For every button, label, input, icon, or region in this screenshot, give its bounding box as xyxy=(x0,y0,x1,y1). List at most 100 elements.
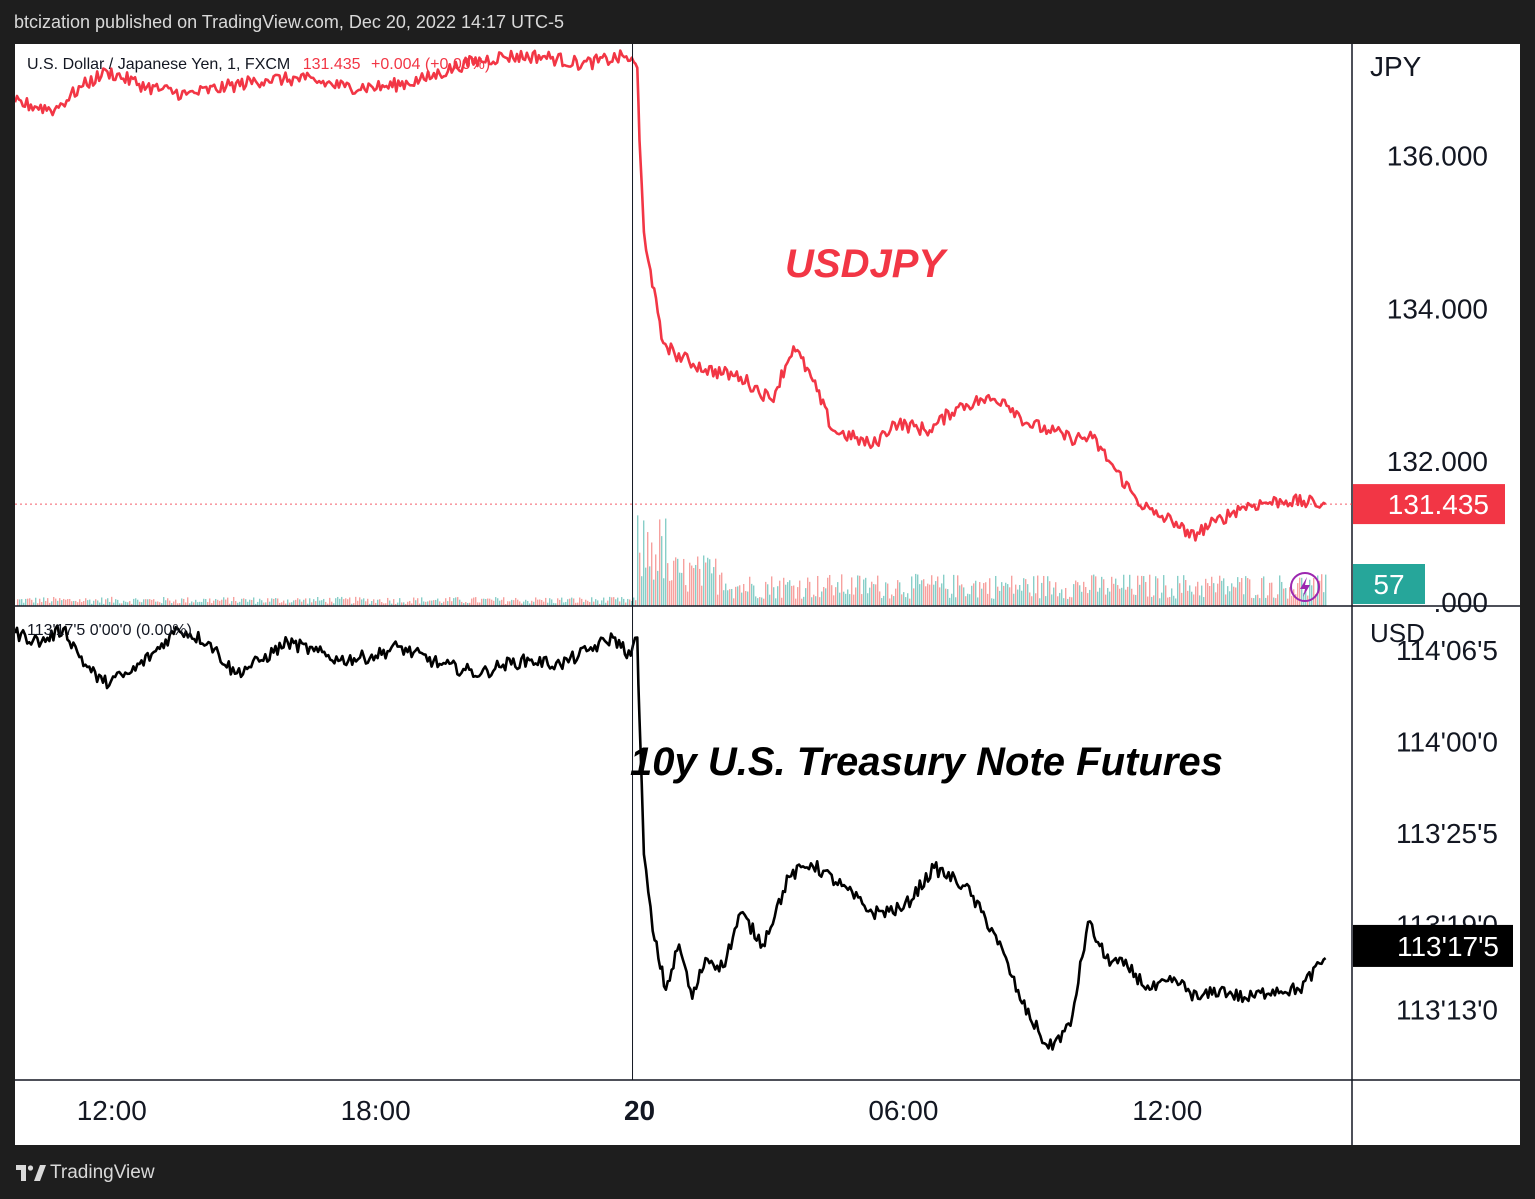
volume-bar xyxy=(381,602,383,606)
volume-bar xyxy=(1231,583,1233,606)
volume-bar xyxy=(649,566,651,606)
volume-bar xyxy=(445,598,447,606)
chart-canvas[interactable]: JPY 136.000 134.000 132.000 .000 131.435 57 USD… xyxy=(15,44,1520,1145)
volume-bar xyxy=(297,598,299,606)
volume-bar xyxy=(247,601,249,606)
volume-bar xyxy=(659,519,661,606)
volume-bar xyxy=(553,602,555,606)
volume-bar xyxy=(215,598,217,606)
volume-bar xyxy=(669,580,671,606)
volume-bar xyxy=(285,603,287,606)
volume-bar xyxy=(911,576,913,606)
volume-bar xyxy=(851,577,853,606)
volume-bar xyxy=(213,600,215,606)
volume-bar xyxy=(319,600,321,606)
volume-bar xyxy=(931,575,933,606)
volume-bar xyxy=(457,597,459,606)
volume-bar xyxy=(725,583,727,606)
volume-tag-label: 57 xyxy=(1373,569,1404,600)
volume-bar xyxy=(349,597,351,606)
volume-bar xyxy=(1301,577,1303,606)
volume-bar xyxy=(1197,581,1199,606)
volume-bar xyxy=(1025,579,1027,606)
volume-bar xyxy=(701,585,703,606)
volume-bar xyxy=(189,603,191,606)
volume-bar xyxy=(57,600,59,606)
volume-bar xyxy=(543,601,545,606)
volume-bar xyxy=(783,577,785,606)
volume-bar xyxy=(627,598,629,606)
treasury-series-line xyxy=(15,624,1327,1051)
volume-bar xyxy=(1181,592,1183,606)
volume-bar xyxy=(45,600,47,606)
volume-bar xyxy=(29,598,31,606)
volume-bar xyxy=(487,598,489,606)
volume-bar xyxy=(439,601,441,606)
volume-bar xyxy=(153,599,155,606)
volume-bar xyxy=(585,599,587,606)
volume-bar xyxy=(567,599,569,606)
chart-area[interactable]: JPY 136.000 134.000 132.000 .000 131.435 57 USD… xyxy=(15,44,1520,1145)
treasury-annotation: 10y U.S. Treasury Note Futures xyxy=(630,740,1223,784)
volume-bar xyxy=(477,602,479,606)
volume-bar xyxy=(1201,585,1203,606)
volume-bar xyxy=(1321,574,1323,606)
volume-bar xyxy=(561,597,563,606)
volume-bar xyxy=(829,574,831,606)
treasury-price-tag-bg xyxy=(1353,924,1513,967)
volume-bar xyxy=(473,597,475,606)
volume-bar xyxy=(1171,588,1173,606)
usdjpy-unit-label: JPY xyxy=(1370,51,1422,82)
volume-bar xyxy=(653,579,655,606)
volume-bar xyxy=(89,599,91,606)
volume-bar xyxy=(1225,594,1227,606)
volume-bar xyxy=(77,602,79,606)
volume-bar xyxy=(255,603,257,606)
volume-bar xyxy=(1287,598,1289,606)
volume-bar xyxy=(1163,575,1165,606)
volume-bar xyxy=(399,598,401,606)
volume-bar xyxy=(681,572,683,606)
volume-bar xyxy=(1199,595,1201,606)
volume-bar xyxy=(515,597,517,606)
volume-bar xyxy=(767,584,769,606)
volume-bar xyxy=(313,599,315,606)
volume-bar xyxy=(239,601,241,606)
footer: TradingView xyxy=(0,1145,1535,1199)
volume-bar xyxy=(261,600,263,606)
volume-bar xyxy=(1187,590,1189,606)
volume-bar xyxy=(737,586,739,606)
volume-bar xyxy=(1131,588,1133,606)
volume-bar xyxy=(1019,584,1021,606)
volume-bar xyxy=(225,599,227,606)
volume-bar xyxy=(1175,598,1177,606)
volume-bar xyxy=(1283,588,1285,606)
volume-bar xyxy=(415,600,417,606)
price-tag-label: 131.435 xyxy=(1388,489,1489,520)
volume-bar xyxy=(1179,583,1181,606)
volume-bar xyxy=(1193,594,1195,606)
volume-bar xyxy=(1065,587,1067,606)
volume-bar xyxy=(63,598,65,606)
volume-bar xyxy=(775,598,777,606)
volume-bar xyxy=(1153,595,1155,606)
volume-bar xyxy=(443,601,445,606)
volume-bar xyxy=(635,600,637,606)
volume-bar xyxy=(203,598,205,606)
volume-bar xyxy=(1253,598,1255,606)
volume-bar xyxy=(499,600,501,606)
volume-bar xyxy=(715,558,717,606)
volume-bar xyxy=(881,598,883,606)
volume-bar xyxy=(917,574,919,606)
volume-bar xyxy=(109,601,111,606)
volume-bar xyxy=(125,601,127,606)
volume-bar xyxy=(369,603,371,606)
volume-bar xyxy=(1033,576,1035,606)
volume-bar xyxy=(85,598,87,606)
volume-bar xyxy=(1261,578,1263,606)
volume-bar xyxy=(809,581,811,606)
volume-bar xyxy=(137,599,139,606)
volume-bar xyxy=(717,594,719,606)
volume-bar xyxy=(1291,595,1293,606)
volume-bar xyxy=(527,600,529,606)
